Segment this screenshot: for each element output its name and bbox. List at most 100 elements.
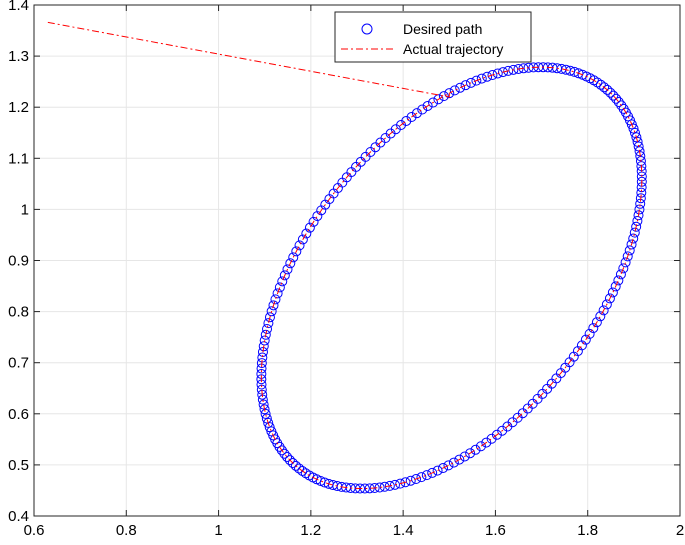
y-tick-label: 0.8: [8, 304, 29, 321]
desired-path-marker: [624, 245, 635, 256]
actual-trajectory-line: [47, 21, 643, 490]
desired-path-marker: [257, 346, 268, 357]
desired-path-marker: [602, 84, 613, 95]
desired-path-marker: [369, 482, 380, 493]
desired-path-marker: [482, 71, 493, 82]
desired-path-marker: [287, 458, 298, 469]
desired-path-marker: [259, 335, 270, 346]
y-tick-label: 0.9: [8, 253, 29, 270]
desired-path-marker: [611, 93, 622, 104]
desired-path-marker: [274, 282, 285, 293]
y-tick-label: 1.4: [8, 0, 29, 14]
desired-path-marker: [258, 341, 269, 352]
desired-path-marker: [470, 444, 481, 455]
desired-path-marker: [591, 317, 602, 328]
desired-path-marker: [443, 460, 454, 471]
desired-path-marker: [294, 463, 305, 474]
desired-path-marker: [628, 233, 639, 244]
desired-path-marker: [279, 270, 290, 281]
desired-path-marker: [629, 227, 640, 238]
desired-path-marker: [291, 246, 302, 257]
desired-path-marker: [438, 463, 449, 474]
desired-path-marker: [513, 63, 524, 74]
desired-path-marker: [264, 312, 275, 323]
desired-path-marker: [312, 211, 323, 222]
x-tick-label: 1.4: [393, 522, 414, 539]
x-tick-label: 1: [214, 522, 222, 539]
x-tick-label: 1.6: [485, 522, 506, 539]
desired-path-marker: [616, 100, 627, 111]
y-tick-label: 1.1: [8, 150, 29, 167]
desired-path-marker: [599, 82, 610, 93]
desired-path-marker: [449, 85, 460, 96]
desired-path-marker: [276, 445, 287, 456]
desired-path-marker: [588, 323, 599, 334]
desired-path-marker: [584, 328, 595, 339]
desired-path-marker: [632, 215, 643, 226]
desired-path-marker: [459, 451, 470, 462]
x-tick-label: 0.8: [116, 522, 137, 539]
y-tick-label: 0.5: [8, 457, 29, 474]
desired-path-marker: [263, 417, 274, 428]
desired-path-marker: [297, 234, 308, 245]
desired-path-marker: [580, 334, 591, 345]
desired-path-marker: [444, 88, 455, 99]
desired-path-marker: [282, 264, 293, 275]
desired-path-marker: [438, 91, 449, 102]
desired-path-marker: [379, 481, 390, 492]
desired-path-marker: [615, 269, 626, 280]
desired-path-marker: [406, 111, 417, 122]
desired-path-marker: [508, 64, 519, 75]
desired-path-marker: [384, 480, 395, 491]
desired-path-marker: [632, 136, 643, 147]
desired-path-marker: [635, 198, 646, 209]
desired-path-marker: [256, 374, 267, 385]
desired-path-marker: [288, 252, 299, 263]
desired-path-marker: [465, 77, 476, 88]
desired-path-marker: [411, 108, 422, 119]
desired-path-marker: [284, 455, 295, 466]
desired-path-marker: [476, 73, 487, 84]
y-tick-label: 0.7: [8, 355, 29, 372]
desired-path-marker: [304, 222, 315, 233]
desired-path-marker: [389, 479, 400, 490]
desired-path-marker: [266, 306, 277, 317]
desired-path-marker: [421, 470, 432, 481]
desired-path-marker: [308, 216, 319, 227]
desired-path-marker: [487, 70, 498, 81]
desired-path-marker: [481, 437, 492, 448]
desired-path-marker: [608, 90, 619, 101]
desired-path-marker: [260, 329, 271, 340]
desired-path-marker: [610, 281, 621, 292]
desired-path-marker: [417, 104, 428, 115]
desired-path-marker: [622, 251, 633, 262]
desired-path-marker: [618, 103, 629, 114]
desired-path-marker: [628, 123, 639, 134]
desired-path-marker: [272, 288, 283, 299]
desired-path-marker: [635, 193, 646, 204]
desired-path-marker: [626, 239, 637, 250]
desired-path-marker: [455, 82, 466, 93]
desired-path-marker: [285, 258, 296, 269]
desired-path-marker: [620, 257, 631, 268]
desired-path-marker: [395, 478, 406, 489]
desired-path-marker: [604, 293, 615, 304]
desired-path-marker: [294, 240, 305, 251]
x-tick-label: 1.2: [300, 522, 321, 539]
y-tick-label: 1.2: [8, 99, 29, 116]
desired-path-marker: [282, 451, 293, 462]
desired-path-marker: [432, 465, 443, 476]
desired-path-marker: [297, 465, 308, 476]
desired-path-marker: [631, 221, 642, 232]
desired-path-marker: [601, 299, 612, 310]
desired-path-marker: [633, 141, 644, 152]
desired-path-marker: [405, 475, 416, 486]
x-tick-label: 1.8: [577, 522, 598, 539]
legend: Desired path Actual trajectory: [334, 11, 532, 63]
desired-path-marker: [261, 413, 272, 424]
desired-path-marker: [422, 100, 433, 111]
desired-path-marker: [257, 394, 268, 405]
desired-path-marker: [460, 80, 471, 91]
desired-path-marker: [503, 65, 514, 76]
